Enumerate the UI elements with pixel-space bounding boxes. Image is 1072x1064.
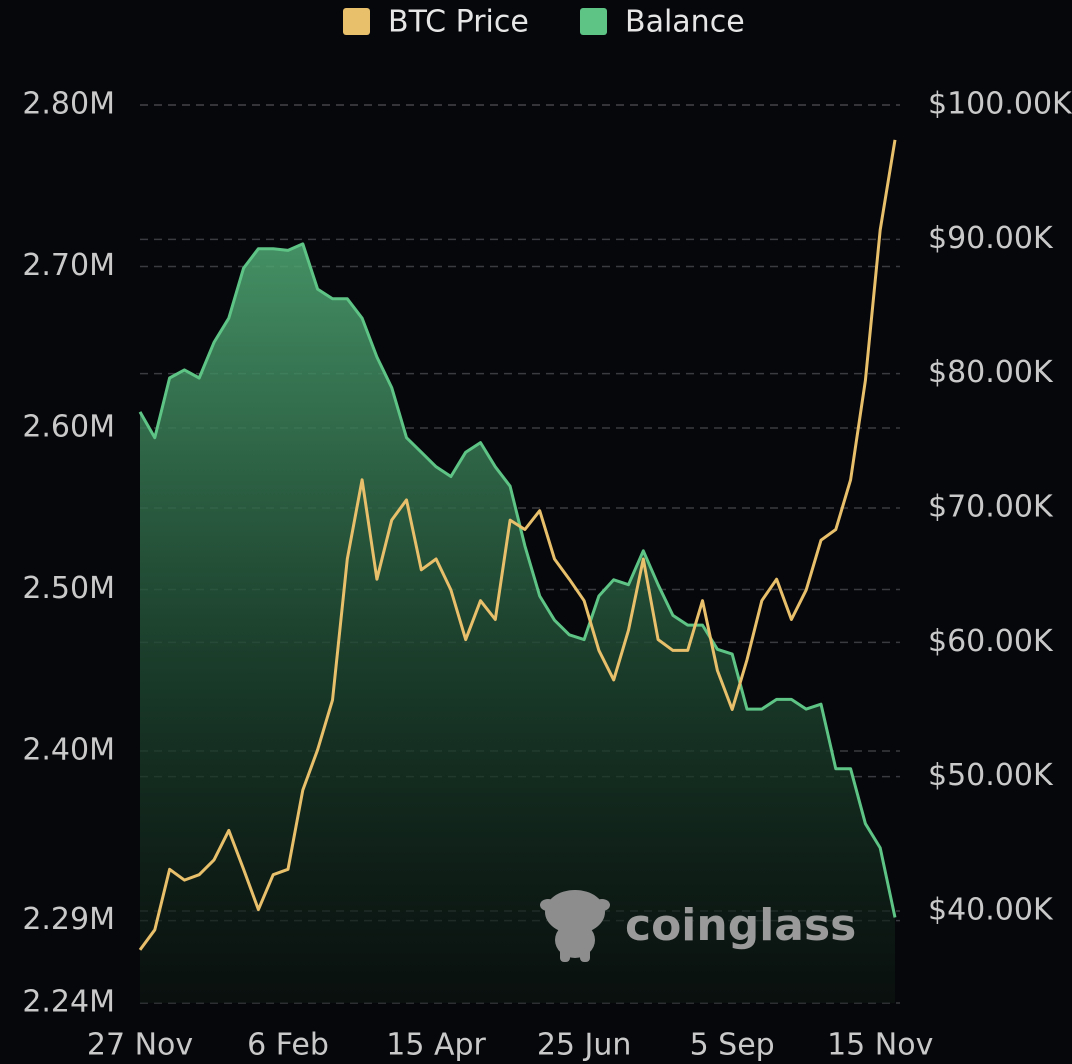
x-tick-label: 15 Nov	[827, 1028, 933, 1063]
watermark-icon	[540, 890, 610, 962]
y2-tick-label: $70.00K	[928, 489, 1054, 524]
x-tick-label: 6 Feb	[247, 1028, 329, 1063]
x-tick-label: 27 Nov	[87, 1028, 193, 1063]
y-tick-label: 2.70M	[22, 248, 115, 283]
x-tick-label: 5 Sep	[690, 1028, 775, 1063]
y-tick-label: 2.80M	[22, 87, 115, 122]
y2-tick-label: $50.00K	[928, 758, 1054, 793]
watermark: coinglass	[625, 900, 856, 951]
y-tick-label: 2.29M	[22, 902, 115, 937]
y-tick-label: 2.40M	[22, 733, 115, 768]
legend-swatch	[580, 8, 607, 35]
legend-swatch	[343, 8, 370, 35]
legend-label: BTC Price	[388, 5, 529, 40]
x-tick-label: 15 Apr	[386, 1028, 486, 1063]
y2-tick-label: $90.00K	[928, 221, 1054, 256]
y-tick-label: 2.24M	[22, 985, 115, 1020]
y2-tick-label: $40.00K	[928, 892, 1054, 927]
y2-tick-label: $60.00K	[928, 624, 1054, 659]
y2-tick-label: $100.00K	[928, 87, 1072, 122]
balance-area	[140, 243, 895, 1003]
x-tick-label: 25 Jun	[537, 1028, 632, 1063]
series-line	[138, 139, 897, 951]
legend-label: Balance	[625, 5, 745, 40]
y-tick-label: 2.50M	[22, 571, 115, 606]
y-tick-label: 2.60M	[22, 410, 115, 445]
y2-tick-label: $80.00K	[928, 355, 1054, 390]
series-line	[138, 242, 897, 918]
